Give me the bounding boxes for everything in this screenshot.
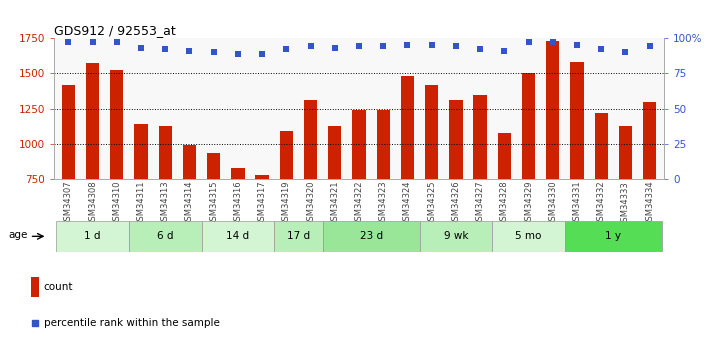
- Point: [232, 51, 243, 56]
- Text: percentile rank within the sample: percentile rank within the sample: [44, 318, 220, 328]
- Bar: [498, 133, 511, 179]
- Bar: [570, 62, 584, 179]
- Bar: [274, 221, 322, 252]
- Point: [644, 44, 656, 49]
- Point: [378, 44, 389, 49]
- Text: 6 d: 6 d: [157, 231, 174, 241]
- Bar: [110, 70, 123, 179]
- Bar: [231, 168, 245, 179]
- Bar: [595, 113, 608, 179]
- Bar: [565, 221, 662, 252]
- Bar: [280, 131, 293, 179]
- Point: [256, 51, 268, 56]
- Text: age: age: [8, 230, 27, 240]
- Point: [184, 48, 195, 53]
- Text: GDS912 / 92553_at: GDS912 / 92553_at: [54, 24, 176, 37]
- Bar: [376, 110, 390, 179]
- Point: [208, 49, 220, 55]
- Point: [329, 45, 340, 51]
- Point: [498, 48, 510, 53]
- Bar: [493, 221, 565, 252]
- Bar: [129, 221, 202, 252]
- Bar: [134, 124, 148, 179]
- Point: [475, 47, 486, 52]
- Point: [620, 49, 631, 55]
- Point: [450, 44, 462, 49]
- Point: [572, 42, 583, 48]
- Point: [523, 39, 534, 45]
- Bar: [56, 221, 129, 252]
- Bar: [31, 277, 39, 297]
- Bar: [183, 146, 196, 179]
- Point: [426, 42, 437, 48]
- Bar: [62, 85, 75, 179]
- Bar: [328, 126, 342, 179]
- Point: [353, 44, 365, 49]
- Text: 1 d: 1 d: [84, 231, 101, 241]
- Point: [62, 39, 74, 45]
- Point: [547, 39, 559, 45]
- Bar: [256, 175, 269, 179]
- Text: 9 wk: 9 wk: [444, 231, 468, 241]
- Point: [29, 320, 41, 326]
- Bar: [425, 85, 438, 179]
- Point: [595, 47, 607, 52]
- Text: 17 d: 17 d: [287, 231, 310, 241]
- Bar: [546, 41, 559, 179]
- Text: 5 mo: 5 mo: [516, 231, 541, 241]
- Text: count: count: [44, 282, 73, 292]
- Bar: [401, 76, 414, 179]
- Point: [135, 45, 146, 51]
- Bar: [159, 126, 172, 179]
- Text: 23 d: 23 d: [360, 231, 383, 241]
- Bar: [619, 126, 632, 179]
- Bar: [449, 100, 462, 179]
- Text: 1 y: 1 y: [605, 231, 621, 241]
- Bar: [522, 73, 535, 179]
- Point: [281, 47, 292, 52]
- Bar: [322, 221, 419, 252]
- Point: [159, 47, 171, 52]
- Bar: [86, 63, 99, 179]
- Point: [111, 39, 123, 45]
- Text: 14 d: 14 d: [226, 231, 249, 241]
- Bar: [643, 101, 656, 179]
- Point: [401, 42, 413, 48]
- Bar: [304, 100, 317, 179]
- Point: [87, 39, 98, 45]
- Bar: [202, 221, 274, 252]
- Bar: [473, 95, 487, 179]
- Bar: [419, 221, 493, 252]
- Bar: [353, 110, 365, 179]
- Bar: [207, 152, 220, 179]
- Point: [305, 44, 317, 49]
